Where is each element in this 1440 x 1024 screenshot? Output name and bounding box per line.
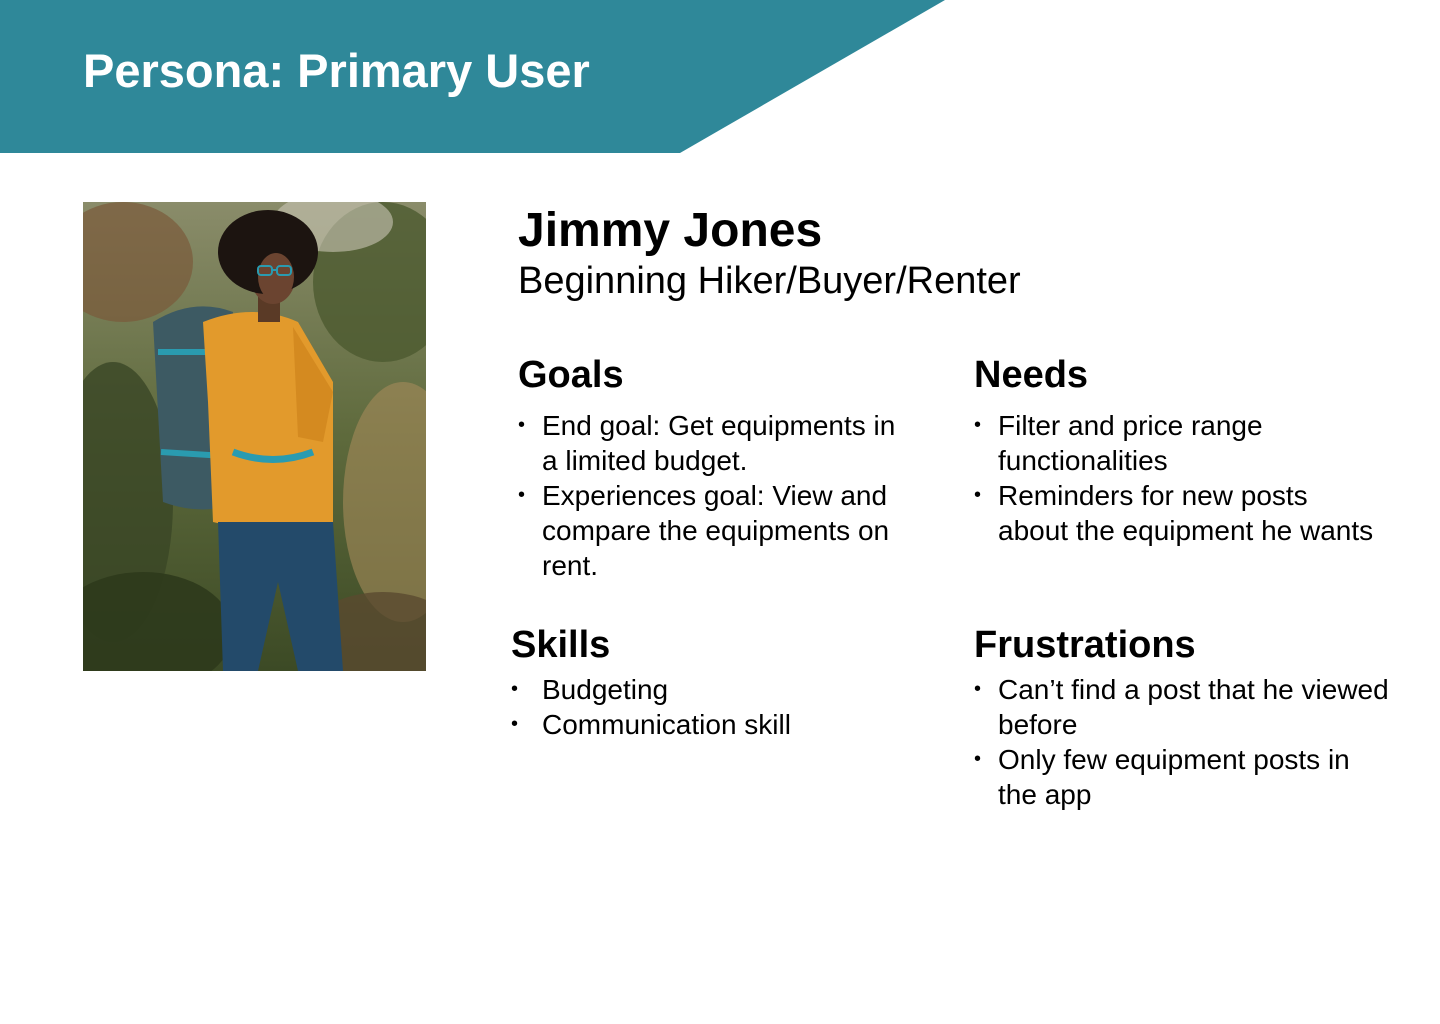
page-title: Persona: Primary User	[83, 44, 590, 97]
list-item: Filter and price range functionalities	[974, 408, 1374, 478]
frustrations-list: Can’t find a post that he viewed before …	[974, 672, 1394, 812]
goals-list: End goal: Get equipments in a limited bu…	[518, 408, 908, 583]
hiker-photo-icon	[83, 202, 426, 671]
list-item: Can’t find a post that he viewed before	[974, 672, 1394, 742]
persona-photo	[83, 202, 426, 671]
frustrations-section: Frustrations Can’t find a post that he v…	[974, 624, 1394, 812]
persona-name: Jimmy Jones	[518, 204, 823, 257]
list-item: Only few equipment posts in the app	[974, 742, 1394, 812]
needs-heading: Needs	[974, 354, 1089, 396]
needs-list: Filter and price range functionalities R…	[974, 408, 1374, 548]
skills-list: Budgeting Communication skill	[511, 672, 911, 742]
list-item: Experiences goal: View and compare the e…	[518, 478, 908, 583]
skills-section: Skills Budgeting Communication skill	[511, 624, 911, 742]
list-item: Budgeting	[511, 672, 911, 707]
list-item: Communication skill	[511, 707, 911, 742]
goals-heading: Goals	[518, 354, 624, 396]
persona-role: Beginning Hiker/Buyer/Renter	[518, 260, 1021, 302]
goals-section: Goals End goal: Get equipments in a limi…	[518, 354, 908, 583]
list-item: End goal: Get equipments in a limited bu…	[518, 408, 908, 478]
frustrations-heading: Frustrations	[974, 624, 1196, 666]
skills-heading: Skills	[511, 624, 611, 666]
needs-section: Needs Filter and price range functionali…	[974, 354, 1374, 548]
list-item: Reminders for new posts about the equipm…	[974, 478, 1374, 548]
